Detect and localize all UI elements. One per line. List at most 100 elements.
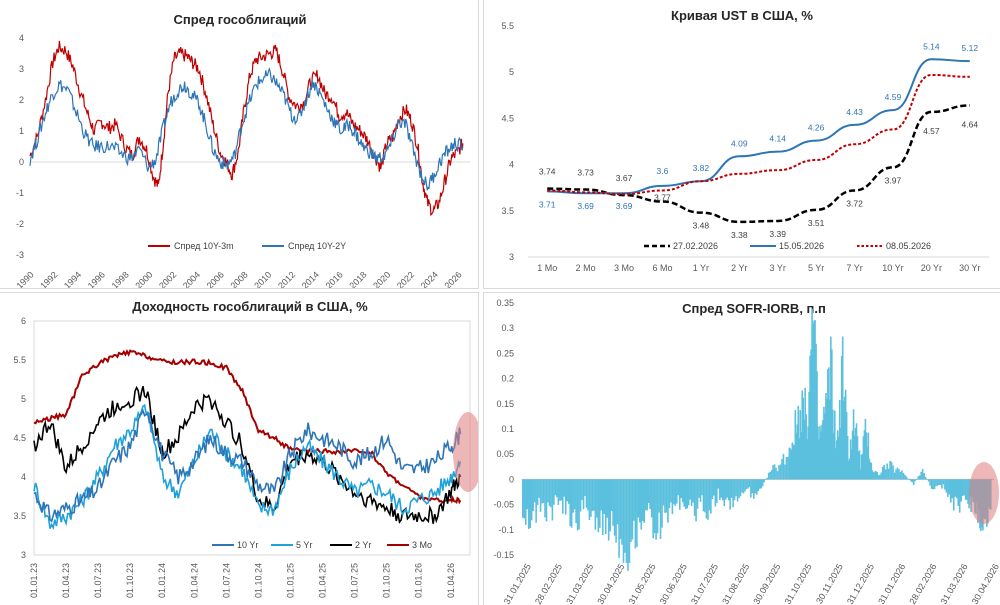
bar [695,479,697,522]
bar [735,479,737,497]
bar [770,470,773,480]
x-tick-label: 01.04.23 [61,563,71,598]
y-tick-label: 5 [509,67,514,77]
bar [732,479,734,508]
y-tick-label: -0.15 [493,550,514,560]
bar [796,424,799,480]
bar [790,450,793,480]
bar [820,431,822,480]
bar [914,479,917,482]
bar [845,411,848,480]
x-tick-label: 2020 [371,270,392,288]
bar [704,479,706,513]
bar [873,472,876,480]
bar [536,479,539,505]
bar [805,414,807,480]
bar [801,390,804,480]
y-tick-label: 4 [509,160,514,170]
x-tick-label: 30.11.2025 [814,562,845,605]
x-tick-label: 01.04.24 [189,563,199,598]
bar [936,479,939,486]
bar [529,479,532,528]
bar [866,446,869,480]
bar [693,479,696,516]
bar [767,472,770,480]
x-tick-label: 30 Yr [959,263,980,273]
bar [895,469,897,480]
bar [674,479,677,506]
bar [863,430,866,480]
y-tick-label: 6 [21,316,26,326]
bar [938,479,940,485]
bar [634,479,637,549]
bar [526,479,529,510]
bar [870,462,873,480]
bar [876,472,879,480]
series-line-1 [29,67,464,191]
bar [671,479,674,515]
bar [782,453,785,480]
bar [853,435,856,480]
bar [802,397,805,480]
y-tick-label: 3.5 [13,511,26,521]
data-label: 4.43 [846,107,863,117]
bar [533,479,536,503]
data-label: 3.39 [769,229,786,239]
bar [804,387,806,480]
bar [621,479,623,545]
series-line-0 [547,104,970,224]
y-tick-label: 4.5 [501,113,514,123]
y-tick-label: 0.25 [496,348,514,358]
bar [548,479,551,506]
bar [847,460,850,480]
bar [721,479,724,501]
bar [896,467,899,480]
bar [723,479,726,507]
bar [630,479,632,542]
bar [791,442,794,480]
bar [655,479,657,540]
bar [813,320,815,480]
bar [607,479,610,541]
bar [860,454,863,480]
data-label: 4.26 [808,123,825,133]
bar [816,371,818,480]
bar [839,427,842,480]
series-line-2 [33,385,462,524]
bar [542,479,545,504]
bar [858,450,861,480]
bar [661,479,663,528]
bar [560,479,563,501]
series-line-0 [29,40,464,217]
bar [887,468,890,480]
bar [822,420,824,480]
data-label: 4.59 [885,92,902,102]
bar [676,479,678,504]
bar [948,479,951,495]
bar [793,445,796,480]
bar [799,410,802,480]
bar [591,479,594,511]
data-label: 4.57 [923,126,940,136]
bar [758,479,761,489]
chart-title: Кривая UST в США, % [671,8,813,23]
y-tick-label: 3 [21,550,26,560]
series-line-2 [547,73,970,196]
x-tick-label: 2 Yr [731,263,747,273]
y-tick-label: 0.2 [501,374,514,384]
x-tick-label: 1996 [86,270,107,288]
x-tick-label: 2026 [443,270,464,288]
bar [539,479,542,512]
bar [559,479,561,501]
bar [865,432,868,480]
bar [963,479,965,496]
bar [944,479,946,490]
bar [815,343,817,480]
bar [947,479,949,497]
x-tick-label: 5 Yr [808,263,824,273]
x-tick-label: 01.01.25 [285,563,295,598]
bar [862,436,865,480]
bar [788,447,791,480]
bar [603,479,606,515]
